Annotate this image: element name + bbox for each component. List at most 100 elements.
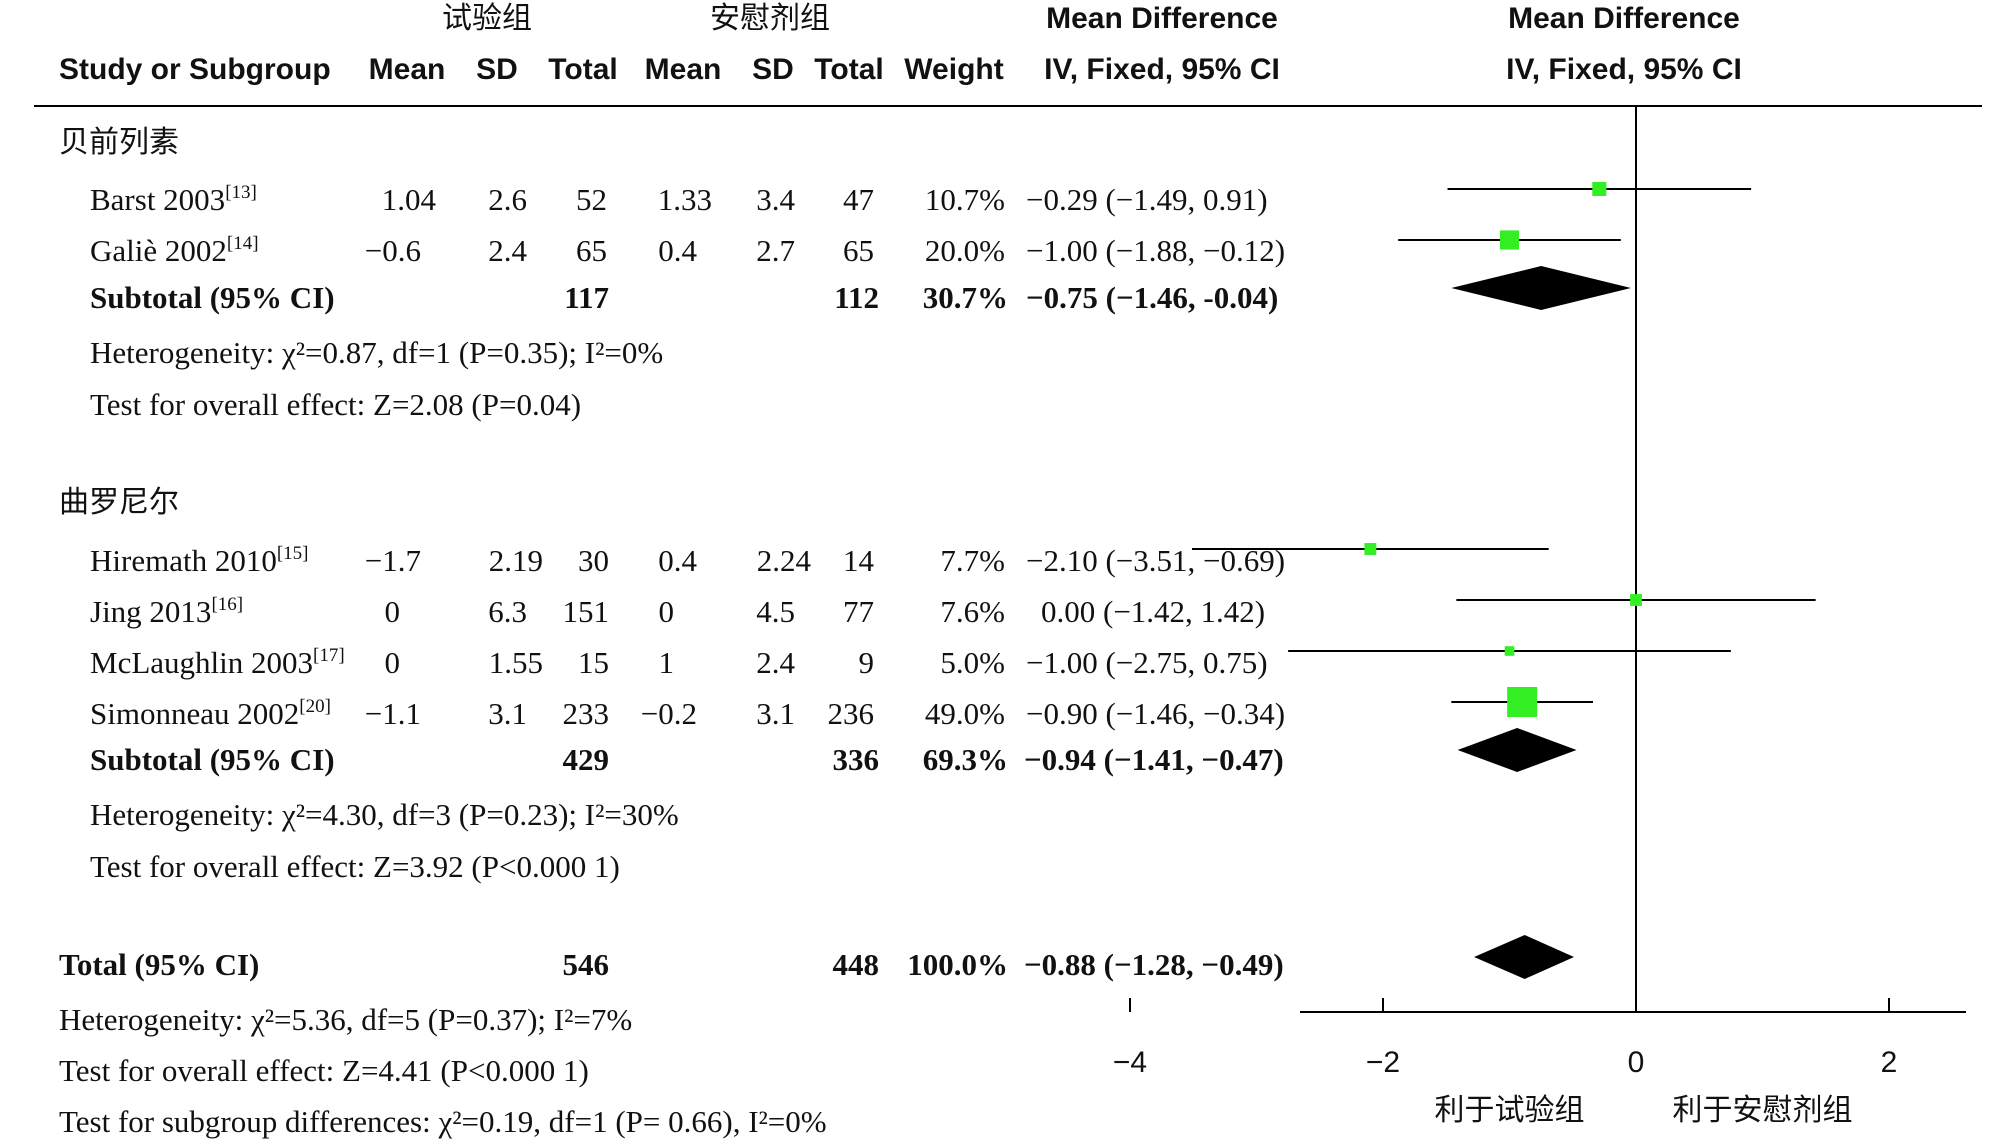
- weight-cell: 10.7%: [925, 182, 1005, 217]
- n2-cell: 9: [859, 645, 875, 680]
- n2-cell: 47: [843, 182, 874, 217]
- subtotal-ci: −0.94 (−1.41, −0.47): [1024, 742, 1284, 777]
- study-name: Jing 2013[16]: [90, 594, 243, 629]
- mean2-cell: 0: [659, 594, 675, 629]
- study-name: Simonneau 2002[20]: [90, 696, 331, 731]
- sd2-cell: 2.4: [756, 645, 795, 680]
- overall-effect-text: Test for overall effect: Z=3.92 (P<0.000…: [90, 849, 620, 884]
- study-marker: [1592, 181, 1607, 197]
- mean2-cell: 1.33: [658, 182, 712, 217]
- mean1-cell: 0: [385, 645, 401, 680]
- subtotal-n2: 112: [834, 280, 879, 315]
- study-marker: [1499, 230, 1520, 250]
- study-marker: [1504, 646, 1515, 656]
- x-tick-label: 0: [1628, 1046, 1645, 1079]
- n2-cell: 65: [843, 233, 874, 268]
- subtotal-weight: 69.3%: [923, 742, 1008, 777]
- mean-difference-header: Mean Difference: [1046, 2, 1278, 35]
- subtotal-n1: 117: [564, 280, 609, 315]
- sd1-cell: 6.3: [488, 594, 527, 629]
- table-row: Simonneau 2002[20] −1.1 3.1 233 −0.2 3.1…: [90, 696, 1285, 731]
- x-tick-label: 2: [1881, 1046, 1898, 1079]
- mean2-header: Mean: [645, 53, 722, 86]
- sd1-cell: 3.1: [488, 696, 527, 731]
- n1-cell: 15: [578, 645, 609, 680]
- n2-cell: 236: [828, 696, 875, 731]
- plot-mean-difference-header: Mean Difference: [1508, 2, 1740, 35]
- weight-cell: 5.0%: [940, 645, 1005, 680]
- heterogeneity-text: Heterogeneity: χ²=4.30, df=3 (P=0.23); I…: [90, 797, 679, 832]
- study-column-header: Study or Subgroup: [59, 53, 331, 86]
- study-name: McLaughlin 2003[17]: [90, 645, 345, 680]
- weight-header: Weight: [904, 53, 1003, 86]
- group-experimental-header: 试验组: [442, 2, 532, 35]
- weight-cell: 7.7%: [940, 543, 1005, 578]
- favours-control-label: 利于安慰剂组: [1673, 1094, 1853, 1127]
- subtotal-ci: −0.75 (−1.46, -0.04): [1026, 280, 1278, 315]
- sd1-cell: 2.6: [488, 182, 527, 217]
- total-heterogeneity-text: Heterogeneity: χ²=5.36, df=5 (P=0.37); I…: [59, 1002, 632, 1037]
- sd2-cell: 4.5: [756, 594, 795, 629]
- study-name: Galiè 2002[14]: [90, 233, 259, 268]
- table-row: Galiè 2002[14] −0.6 2.4 65 0.4 2.7 65 20…: [90, 233, 1285, 268]
- n2-cell: 77: [843, 594, 874, 629]
- subtotal-row: Subtotal (95% CI) 117 112 30.7% −0.75 (−…: [90, 280, 1278, 315]
- mean2-cell: 1: [659, 645, 675, 680]
- mean2-cell: −0.2: [641, 696, 697, 731]
- study-marker: [1630, 594, 1642, 606]
- total2-header: Total: [814, 53, 883, 86]
- sd1-cell: 2.19: [489, 543, 543, 578]
- total-label: Total (95% CI): [59, 947, 259, 982]
- ci-cell: 0.00 (−1.42, 1.42): [1041, 594, 1265, 629]
- mean1-header: Mean: [369, 53, 446, 86]
- sd1-cell: 1.55: [489, 645, 543, 680]
- total-weight: 100.0%: [907, 947, 1008, 982]
- heterogeneity-text: Heterogeneity: χ²=0.87, df=1 (P=0.35); I…: [90, 335, 663, 370]
- mean1-cell: −1.1: [365, 696, 421, 731]
- study-marker: [1507, 687, 1538, 717]
- mean1-cell: −0.6: [365, 233, 421, 268]
- ci-cell: −1.00 (−1.88, −0.12): [1026, 233, 1285, 268]
- sd2-cell: 2.7: [756, 233, 795, 268]
- sd2-cell: 3.1: [756, 696, 795, 731]
- weight-cell: 49.0%: [925, 696, 1005, 731]
- plot-ci-column-header: IV, Fixed, 95% CI: [1506, 53, 1742, 86]
- mean1-cell: 0: [385, 594, 401, 629]
- sd2-cell: 3.4: [756, 182, 795, 217]
- n1-cell: 65: [576, 233, 607, 268]
- total-n1: 546: [563, 947, 610, 982]
- group-control-header: 安慰剂组: [710, 2, 830, 35]
- overall-effect-text: Test for overall effect: Z=2.08 (P=0.04): [90, 387, 581, 422]
- mean1-cell: −1.7: [365, 543, 421, 578]
- weight-cell: 20.0%: [925, 233, 1005, 268]
- n1-cell: 52: [576, 182, 607, 217]
- n1-cell: 151: [563, 594, 610, 629]
- subgroup-title: 曲罗尼尔: [59, 486, 179, 519]
- study-name: Hiremath 2010[15]: [90, 543, 308, 578]
- ci-cell: −0.29 (−1.49, 0.91): [1026, 182, 1268, 217]
- sd2-header: SD: [752, 53, 794, 86]
- subtotal-row: Subtotal (95% CI) 429 336 69.3% −0.94 (−…: [90, 742, 1284, 777]
- total-overall-effect-text: Test for overall effect: Z=4.41 (P<0.000…: [59, 1053, 589, 1088]
- x-tick-label: −2: [1366, 1046, 1400, 1079]
- total-diamond: [1474, 935, 1575, 979]
- subtotal-diamond: [1451, 266, 1631, 310]
- forest-plot-area: −4−2024: [1113, 106, 1966, 1079]
- sd1-cell: 2.4: [488, 233, 527, 268]
- subtotal-diamond: [1457, 728, 1577, 772]
- subtotal-n2: 336: [833, 742, 880, 777]
- total-ci: −0.88 (−1.28, −0.49): [1024, 947, 1284, 982]
- subtotal-n1: 429: [563, 742, 610, 777]
- mean1-cell: 1.04: [382, 182, 437, 217]
- ci-cell: −1.00 (−2.75, 0.75): [1026, 645, 1268, 680]
- mean2-cell: 0.4: [658, 543, 697, 578]
- table-row: Jing 2013[16] 0 6.3 151 0 4.5 77 7.6% 0.…: [90, 594, 1265, 629]
- table-row: Barst 2003[13] 1.04 2.6 52 1.33 3.4 47 1…: [90, 182, 1268, 217]
- mean2-cell: 0.4: [658, 233, 697, 268]
- table-row: Hiremath 2010[15] −1.7 2.19 30 0.4 2.24 …: [90, 543, 1285, 578]
- total1-header: Total: [548, 53, 617, 86]
- subgroup-differences-text: Test for subgroup differences: χ²=0.19, …: [59, 1104, 827, 1139]
- subgroup-title: 贝前列素: [59, 126, 179, 159]
- weight-cell: 7.6%: [940, 594, 1005, 629]
